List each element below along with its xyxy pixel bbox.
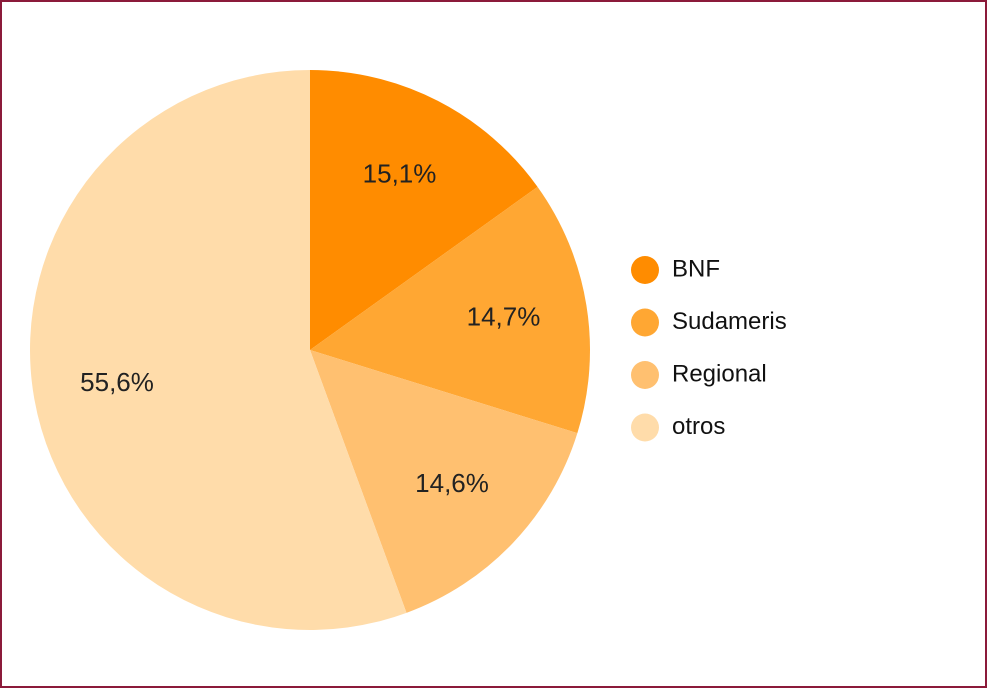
legend-swatch [631, 361, 659, 389]
pie-slice [310, 350, 578, 613]
pie-slice [310, 186, 590, 434]
legend-label: Regional [672, 360, 767, 387]
data-label: 14,7% [467, 302, 541, 332]
legend-label: Sudameris [672, 308, 787, 335]
data-label: 15,1% [363, 159, 437, 189]
pie-slice [29, 70, 407, 630]
legend-label: otros [672, 413, 725, 440]
legend-swatch [631, 413, 659, 442]
legend-swatch [631, 308, 659, 337]
legend-label: BNF [672, 255, 720, 282]
data-label: 55,6% [80, 367, 154, 397]
pie-slice [310, 70, 538, 350]
legend-swatch [631, 256, 659, 284]
data-label: 14,6% [415, 468, 489, 498]
